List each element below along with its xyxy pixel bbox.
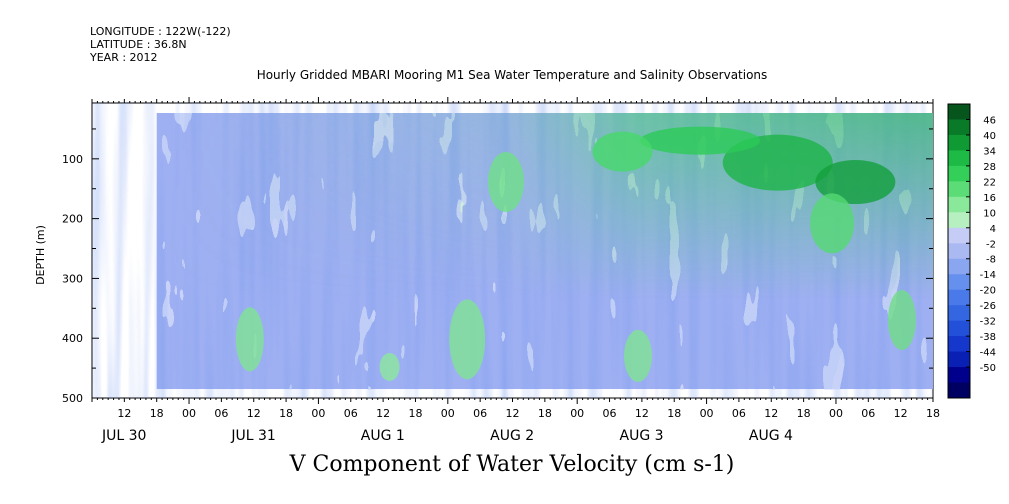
green-patch xyxy=(592,131,653,172)
x-tick-label: 12 xyxy=(635,407,649,420)
colorbar-label: 16 xyxy=(983,193,996,204)
colorbar-label: -32 xyxy=(980,317,996,328)
colorbar-swatch xyxy=(948,258,970,275)
x-tick-label: 00 xyxy=(182,407,196,420)
colorbar-swatch xyxy=(948,274,970,291)
chart-title: Hourly Gridded MBARI Mooring M1 Sea Wate… xyxy=(256,68,768,82)
colorbar-swatch xyxy=(948,320,970,337)
x-tick-label: 06 xyxy=(861,407,875,420)
colorbar-label: -14 xyxy=(980,270,996,281)
x-tick-label: 12 xyxy=(894,407,908,420)
colorbar-swatch xyxy=(948,181,970,198)
year-label: YEAR : 2012 xyxy=(90,51,158,64)
colorbar-swatch xyxy=(948,351,970,368)
x-tick-label: 12 xyxy=(117,407,131,420)
colorbar-swatch xyxy=(948,336,970,353)
x-date-label: AUG 1 xyxy=(361,428,405,444)
latitude-label: LATITUDE : 36.8N xyxy=(90,38,187,51)
green-patch xyxy=(810,193,855,254)
colorbar-swatch xyxy=(948,243,970,260)
x-tick-label: 18 xyxy=(926,407,940,420)
colorbar-label: -8 xyxy=(986,255,996,266)
green-patch xyxy=(722,134,833,191)
x-tick-label: 06 xyxy=(732,407,746,420)
colorbar-swatch xyxy=(948,382,970,399)
x-tick-label: 00 xyxy=(311,407,325,420)
y-tick-label: 400 xyxy=(62,332,83,345)
colorbar-label: 34 xyxy=(983,146,996,157)
green-patch xyxy=(488,152,525,213)
green-patch xyxy=(624,329,653,382)
x-tick-label: 12 xyxy=(764,407,778,420)
colorbar-label: 28 xyxy=(983,162,996,173)
x-tick-label: 18 xyxy=(797,407,811,420)
y-tick-label: 100 xyxy=(62,153,83,166)
y-tick-label: 200 xyxy=(62,213,83,226)
colorbar-label: 4 xyxy=(990,224,996,235)
x-tick-label: 18 xyxy=(538,407,552,420)
colorbar-swatch xyxy=(948,367,970,384)
colorbar-label: 22 xyxy=(983,177,996,188)
x-tick-label: 12 xyxy=(376,407,390,420)
x-tick-label: 06 xyxy=(603,407,617,420)
x-tick-label: 00 xyxy=(441,407,455,420)
green-patch xyxy=(887,290,916,351)
colorbar-label: -26 xyxy=(980,301,996,312)
x-tick-label: 00 xyxy=(700,407,714,420)
x-tick-label: 06 xyxy=(473,407,487,420)
colorbar-swatch xyxy=(948,119,970,136)
x-axis: 12 18 00 06 12 18 00 06 12 18 00 06 12 18 00 06 12 18 00 06… xyxy=(91,97,940,444)
x-tick-label: 06 xyxy=(344,407,358,420)
colorbar-label: 10 xyxy=(983,208,996,219)
x-tick-label: 06 xyxy=(214,407,228,420)
green-patch xyxy=(815,160,896,205)
longitude-label: LONGITUDE : 122W(-122) xyxy=(90,25,231,38)
colorbar: 46 40 34 28 22 16 10 4 -2 -8 -14 -20 -26 -32 -38 -44 -50 xyxy=(947,103,996,399)
y-axis-label: DEPTH (m) xyxy=(34,225,47,285)
x-tick-label: 18 xyxy=(150,407,164,420)
green-patch xyxy=(379,352,400,381)
colorbar-swatch xyxy=(948,212,970,229)
x-date-label: JUL 31 xyxy=(230,428,275,444)
colorbar-swatch xyxy=(948,134,970,151)
x-tick-label: 18 xyxy=(408,407,422,420)
x-tick-label: 18 xyxy=(667,407,681,420)
colorbar-swatch xyxy=(948,289,970,306)
colorbar-frame xyxy=(947,103,971,399)
colorbar-swatch xyxy=(948,305,970,322)
x-tick-label: 00 xyxy=(829,407,843,420)
colorbar-swatch xyxy=(948,165,970,182)
colorbar-label: -50 xyxy=(980,363,996,374)
green-patch xyxy=(449,299,486,380)
y-axis: 100 200 300 400 500 xyxy=(62,128,933,405)
x-date-label: JUL 30 xyxy=(101,428,146,444)
x-tick-label: 12 xyxy=(247,407,261,420)
green-patches xyxy=(235,126,916,382)
heatmap-field xyxy=(156,113,933,390)
green-patch xyxy=(640,126,761,155)
colorbar-label: -44 xyxy=(980,348,996,359)
x-date-label: AUG 4 xyxy=(749,428,793,444)
colorbar-label: 46 xyxy=(983,115,996,126)
colorbar-swatch xyxy=(948,150,970,167)
x-tick-label: 00 xyxy=(570,407,584,420)
colorbar-swatch xyxy=(948,104,970,120)
colorbar-swatch xyxy=(948,227,970,244)
x-date-label: AUG 3 xyxy=(620,428,664,444)
colorbar-label: 40 xyxy=(983,131,996,142)
x-date-label: AUG 2 xyxy=(490,428,534,444)
colorbar-label: -2 xyxy=(986,239,996,250)
y-tick-label: 300 xyxy=(62,272,83,285)
x-tick-label: 12 xyxy=(506,407,520,420)
colorbar-label: -38 xyxy=(980,332,996,343)
y-tick-label: 500 xyxy=(62,392,83,405)
green-patch xyxy=(235,307,264,372)
colorbar-swatch xyxy=(948,196,970,213)
x-axis-label: V Component of Water Velocity (cm s-1) xyxy=(289,452,735,477)
x-tick-label: 18 xyxy=(279,407,293,420)
metadata-block: LONGITUDE : 122W(-122) LATITUDE : 36.8N … xyxy=(90,25,231,64)
colorbar-label: -20 xyxy=(980,286,996,297)
